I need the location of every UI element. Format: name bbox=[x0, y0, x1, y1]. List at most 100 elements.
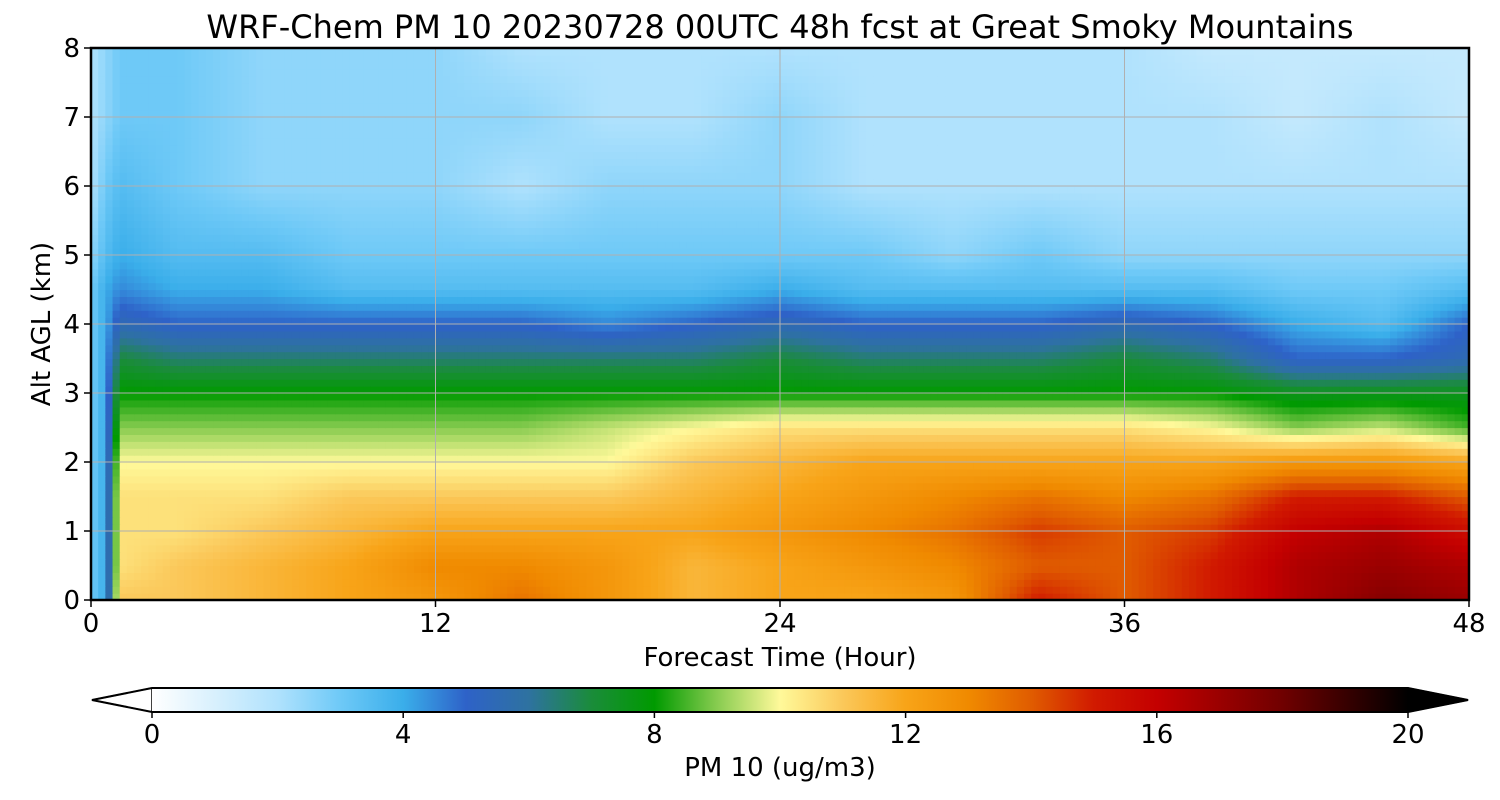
heatmap-cell bbox=[349, 524, 357, 532]
heatmap-cell bbox=[658, 524, 666, 532]
heatmap-cell bbox=[1139, 545, 1147, 553]
heatmap-cell bbox=[644, 566, 652, 574]
heatmap-cell bbox=[744, 434, 752, 442]
heatmap-cell bbox=[249, 503, 257, 511]
heatmap-cell bbox=[1383, 428, 1391, 436]
heatmap-cell bbox=[443, 428, 451, 436]
heatmap-cell bbox=[1053, 455, 1061, 463]
heatmap-cell bbox=[1031, 455, 1039, 463]
heatmap-cell bbox=[98, 545, 106, 553]
heatmap-cell bbox=[1146, 441, 1154, 449]
heatmap-cell bbox=[967, 448, 975, 456]
heatmap-cell bbox=[113, 538, 121, 546]
heatmap-cell bbox=[1419, 531, 1427, 539]
heatmap-cell bbox=[859, 531, 867, 539]
heatmap-cell bbox=[744, 510, 752, 518]
heatmap-cell bbox=[156, 428, 164, 436]
heatmap-cell bbox=[651, 469, 659, 477]
heatmap-cell bbox=[888, 517, 896, 525]
heatmap-cell bbox=[156, 517, 164, 525]
heatmap-cell bbox=[364, 524, 372, 532]
heatmap-cell bbox=[1247, 545, 1255, 553]
heatmap-cell bbox=[1404, 469, 1412, 477]
heatmap-cell bbox=[902, 490, 910, 498]
heatmap-cell bbox=[701, 586, 709, 594]
heatmap-cell bbox=[1297, 448, 1305, 456]
heatmap-cell bbox=[981, 448, 989, 456]
heatmap-cell bbox=[1426, 524, 1434, 532]
heatmap-cell bbox=[486, 572, 494, 580]
heatmap-cell bbox=[744, 441, 752, 449]
heatmap-cell bbox=[1096, 559, 1104, 567]
heatmap-cell bbox=[249, 434, 257, 442]
heatmap-cell bbox=[558, 476, 566, 484]
heatmap-cell bbox=[407, 552, 415, 560]
heatmap-cell bbox=[1074, 572, 1082, 580]
heatmap-cell bbox=[1125, 490, 1133, 498]
heatmap-cell bbox=[1268, 552, 1276, 560]
heatmap-cell bbox=[479, 434, 487, 442]
heatmap-cell bbox=[809, 510, 817, 518]
heatmap-cell bbox=[364, 538, 372, 546]
heatmap-cell bbox=[1290, 441, 1298, 449]
heatmap-cell bbox=[486, 462, 494, 470]
heatmap-cell bbox=[199, 524, 207, 532]
heatmap-cell bbox=[1153, 476, 1161, 484]
heatmap-cell bbox=[536, 545, 544, 553]
heatmap-cell bbox=[1117, 524, 1125, 532]
heatmap-cell bbox=[787, 545, 795, 553]
heatmap-cell bbox=[479, 586, 487, 594]
heatmap-cell bbox=[1419, 441, 1427, 449]
heatmap-cell bbox=[1203, 483, 1211, 491]
heatmap-cell bbox=[1304, 538, 1312, 546]
heatmap-cell bbox=[256, 434, 264, 442]
heatmap-cell bbox=[493, 469, 501, 477]
heatmap-cell bbox=[177, 538, 185, 546]
heatmap-cell bbox=[1433, 559, 1441, 567]
heatmap-cell bbox=[148, 552, 156, 560]
heatmap-cell bbox=[1153, 572, 1161, 580]
heatmap-cell bbox=[737, 510, 745, 518]
heatmap-cell bbox=[1369, 503, 1377, 511]
heatmap-cell bbox=[1024, 469, 1032, 477]
heatmap-cell bbox=[148, 421, 156, 429]
heatmap-cell bbox=[1419, 510, 1427, 518]
heatmap-cell bbox=[1103, 559, 1111, 567]
heatmap-cell bbox=[1297, 462, 1305, 470]
heatmap-cell bbox=[579, 586, 587, 594]
heatmap-cell bbox=[988, 462, 996, 470]
heatmap-cell bbox=[981, 524, 989, 532]
heatmap-cell bbox=[120, 441, 128, 449]
heatmap-cell bbox=[357, 448, 365, 456]
heatmap-cell bbox=[1146, 462, 1154, 470]
heatmap-cell bbox=[263, 483, 271, 491]
heatmap-cell bbox=[342, 566, 350, 574]
heatmap-cell bbox=[916, 490, 924, 498]
heatmap-cell bbox=[1031, 462, 1039, 470]
heatmap-cell bbox=[1318, 476, 1326, 484]
heatmap-cell bbox=[227, 483, 235, 491]
heatmap-cell bbox=[177, 476, 185, 484]
heatmap-cell bbox=[428, 490, 436, 498]
heatmap-cell bbox=[299, 572, 307, 580]
heatmap-cell bbox=[349, 476, 357, 484]
heatmap-cell bbox=[163, 428, 171, 436]
heatmap-cell bbox=[1376, 538, 1384, 546]
heatmap-cell bbox=[105, 497, 113, 505]
heatmap-cell bbox=[959, 531, 967, 539]
heatmap-cell bbox=[780, 538, 788, 546]
heatmap-cell bbox=[306, 538, 314, 546]
heatmap-cell bbox=[486, 579, 494, 587]
heatmap-cell bbox=[522, 469, 530, 477]
heatmap-cell bbox=[873, 572, 881, 580]
heatmap-cell bbox=[1261, 545, 1269, 553]
heatmap-cell bbox=[945, 572, 953, 580]
heatmap-cell bbox=[830, 517, 838, 525]
heatmap-cell bbox=[457, 421, 465, 429]
heatmap-cell bbox=[349, 483, 357, 491]
heatmap-cell bbox=[392, 579, 400, 587]
heatmap-cell bbox=[701, 531, 709, 539]
heatmap-cell bbox=[141, 517, 149, 525]
heatmap-cell bbox=[593, 455, 601, 463]
heatmap-cell bbox=[780, 462, 788, 470]
